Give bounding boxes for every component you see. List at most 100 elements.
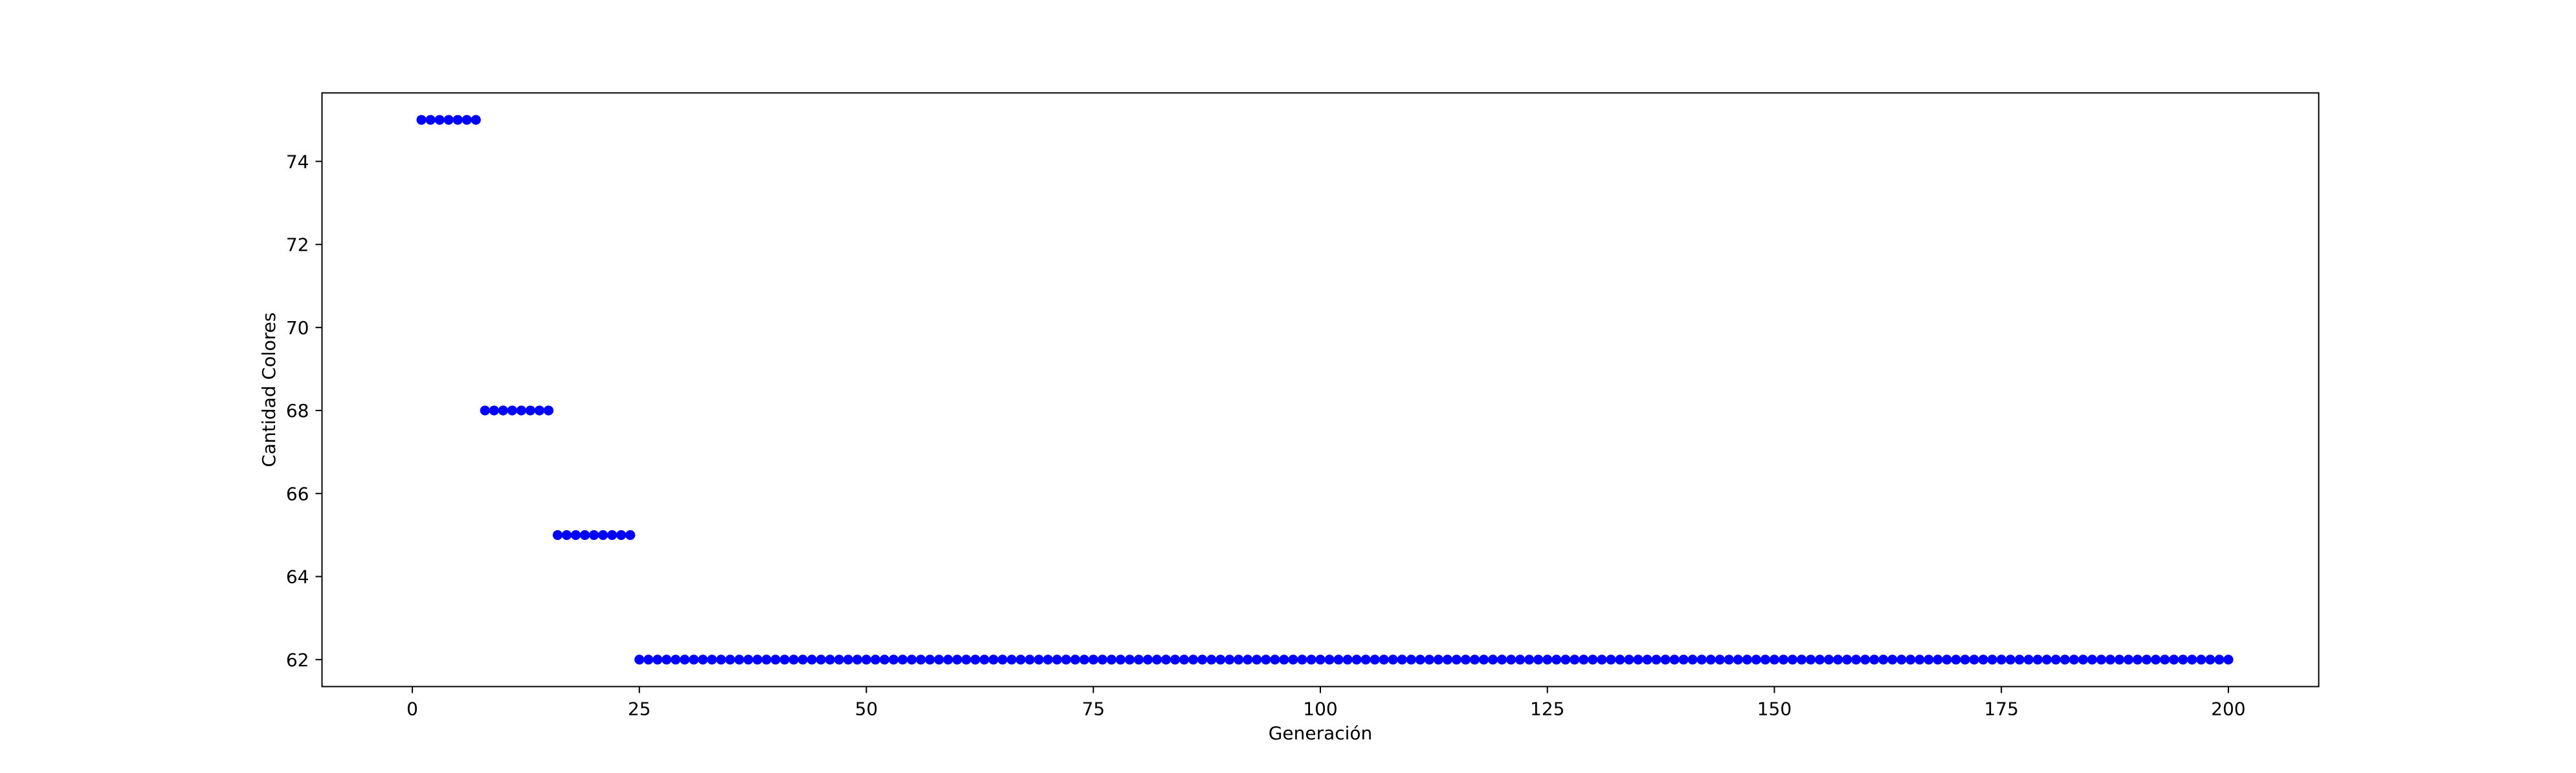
data-point	[580, 530, 590, 541]
data-point	[1496, 655, 1507, 665]
data-point	[1442, 655, 1453, 665]
data-point	[1615, 655, 1625, 665]
data-point	[1006, 655, 1017, 665]
y-tick-label: 70	[286, 317, 309, 339]
data-point	[2069, 655, 2080, 665]
data-point	[1487, 655, 1498, 665]
data-point	[770, 655, 781, 665]
data-point	[825, 655, 836, 665]
data-point	[806, 655, 817, 665]
data-point	[725, 655, 735, 665]
data-point	[2223, 655, 2234, 665]
data-point	[2123, 655, 2134, 665]
x-tick-label: 50	[855, 699, 878, 720]
data-point	[525, 405, 536, 416]
y-tick-label: 68	[286, 400, 309, 421]
data-point	[2142, 655, 2152, 665]
data-point	[1397, 655, 1407, 665]
data-point	[934, 655, 944, 665]
data-point	[1315, 655, 1326, 665]
y-axis-label: Cantidad Colores	[258, 312, 280, 467]
x-axis-ticks: 0 25 50 75 100 125 150 175 200	[406, 686, 2246, 720]
data-point	[1715, 655, 1725, 665]
data-point	[571, 530, 581, 541]
data-point	[1333, 655, 1344, 665]
x-tick-label: 0	[406, 699, 418, 720]
data-point	[1342, 655, 1353, 665]
data-point	[598, 530, 608, 541]
data-point	[1869, 655, 1880, 665]
y-tick-label: 74	[286, 151, 309, 172]
data-point	[1742, 655, 1752, 665]
data-point	[1796, 655, 1807, 665]
data-point	[1360, 655, 1371, 665]
data-point	[452, 115, 463, 125]
data-point	[2014, 655, 2025, 665]
data-point	[1370, 655, 1380, 665]
data-point	[761, 655, 772, 665]
data-point	[925, 655, 935, 665]
data-point	[1261, 655, 1271, 665]
data-point	[607, 530, 617, 541]
data-point	[1842, 655, 1852, 665]
data-point	[680, 655, 690, 665]
data-point	[589, 530, 599, 541]
y-tick-label: 72	[286, 234, 309, 256]
data-point	[1506, 655, 1516, 665]
data-point	[1851, 655, 1861, 665]
data-point	[689, 655, 699, 665]
data-point	[1288, 655, 1298, 665]
data-point	[1824, 655, 1834, 665]
data-point	[1142, 655, 1153, 665]
data-point	[1160, 655, 1171, 665]
data-point	[1433, 655, 1443, 665]
data-point	[788, 655, 799, 665]
data-point	[1778, 655, 1789, 665]
data-point	[1760, 655, 1771, 665]
data-point	[661, 655, 672, 665]
data-point	[1133, 655, 1144, 665]
data-point	[779, 655, 790, 665]
data-point	[2050, 655, 2061, 665]
data-point	[1678, 655, 1689, 665]
data-point	[1515, 655, 1526, 665]
data-point	[1415, 655, 1425, 665]
data-point	[1987, 655, 1997, 665]
data-point	[2214, 655, 2225, 665]
data-point	[616, 530, 627, 541]
data-point	[1016, 655, 1026, 665]
data-point	[952, 655, 962, 665]
data-point	[2105, 655, 2116, 665]
data-point	[1951, 655, 1961, 665]
data-point	[734, 655, 744, 665]
data-point	[1070, 655, 1080, 665]
data-point	[2087, 655, 2098, 665]
data-point	[1996, 655, 2006, 665]
data-point	[1570, 655, 1580, 665]
data-point	[489, 405, 499, 416]
data-point	[1351, 655, 1362, 665]
data-point	[1424, 655, 1434, 665]
data-point	[1406, 655, 1416, 665]
data-point	[852, 655, 863, 665]
data-point	[880, 655, 890, 665]
y-tick-label: 64	[286, 566, 309, 588]
data-point	[1225, 655, 1235, 665]
y-tick-label: 62	[286, 649, 309, 671]
data-point	[907, 655, 917, 665]
data-point	[2178, 655, 2188, 665]
data-point	[2078, 655, 2089, 665]
plot-frame	[321, 92, 2320, 688]
data-point	[1451, 655, 1462, 665]
data-point	[1978, 655, 1988, 665]
data-point	[1805, 655, 1816, 665]
x-tick-label: 175	[1984, 699, 2018, 720]
data-point	[716, 655, 726, 665]
data-point	[870, 655, 881, 665]
data-point	[1088, 655, 1098, 665]
data-point	[1106, 655, 1116, 665]
data-point	[1969, 655, 1979, 665]
data-point	[1660, 655, 1671, 665]
data-point	[1524, 655, 1535, 665]
